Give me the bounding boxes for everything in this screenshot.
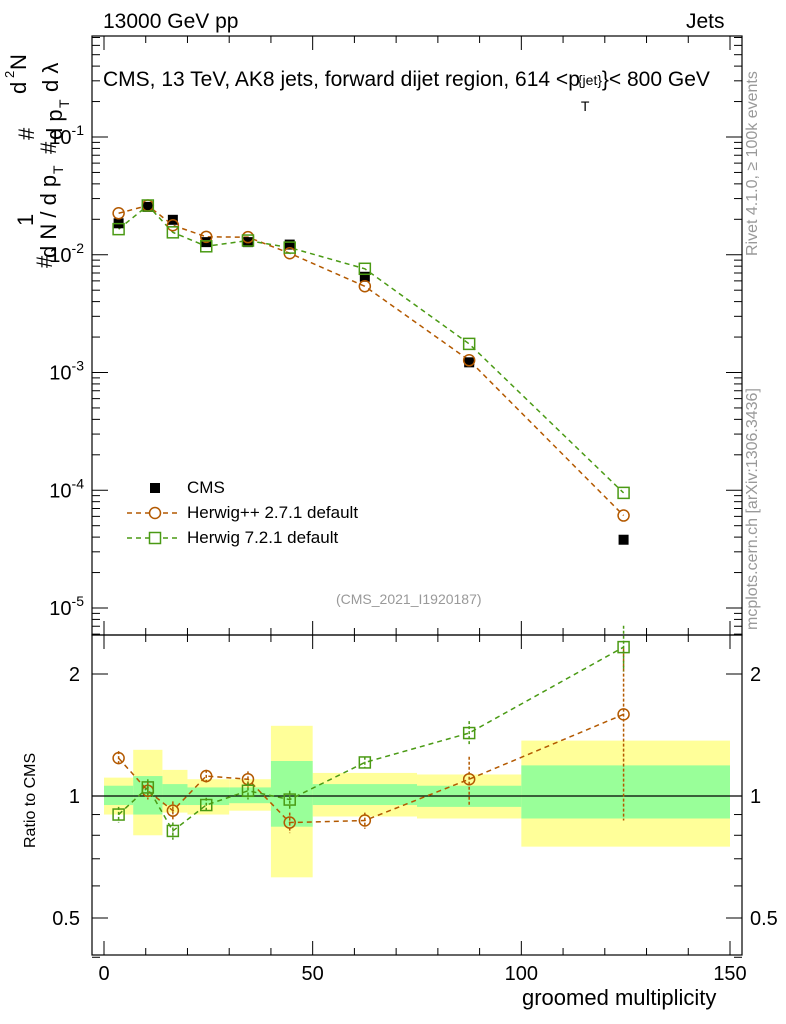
ratio-herwigpp-marker xyxy=(199,769,213,783)
ylabel-n: N xyxy=(6,54,31,70)
ylabel-two: 2 xyxy=(2,70,17,78)
legend-symbol-cms xyxy=(150,483,160,493)
herwigpp-marker xyxy=(617,509,630,522)
cms-marker xyxy=(464,357,475,368)
ratio-herwigpp-marker xyxy=(112,751,125,765)
plot-title: CMS, 13 TeV, AK8 jets, forward dijet reg… xyxy=(103,68,710,114)
y-tick-label-ratio-left: 1 xyxy=(69,786,80,808)
ratio-panel: 0 50 100 150 0.5 0.5 1 1 2 2 xyxy=(52,625,778,985)
ylabel-dlambda: d λ xyxy=(38,62,63,92)
ratio-herwigpp-marker xyxy=(462,772,476,786)
plot-title-sub: T xyxy=(580,98,590,114)
herwig7-marker xyxy=(241,234,255,247)
analysis-watermark: (CMS_2021_I1920187) xyxy=(336,591,482,607)
ylabel-d: d xyxy=(6,81,31,94)
y-tick-label-main: 10-5 xyxy=(49,593,84,620)
legend-label-cms: CMS xyxy=(187,478,225,497)
legend: CMS Herwig++ 2.7.1 default Herwig 7.2.1 … xyxy=(125,478,425,568)
ylabel-hash-3: # xyxy=(14,127,39,140)
y-tick-label-ratio-left: 2 xyxy=(69,664,80,686)
ylabel-hash-2: # xyxy=(36,141,61,154)
ratio-herwigpp-marker xyxy=(358,814,372,827)
herwig7-marker xyxy=(358,262,372,276)
x-tick-label: 50 xyxy=(302,963,324,985)
y-tick-label-ratio-right: 2 xyxy=(750,664,761,686)
y-tick-label-ratio-left: 0.5 xyxy=(52,908,80,930)
ratio-herwig7-marker xyxy=(283,793,296,806)
ylabel-t-sub-1: T xyxy=(50,165,66,174)
legend-symbol-herwigpp xyxy=(148,506,162,520)
x-axis-label: groomed multiplicity xyxy=(522,985,717,1010)
cms-marker xyxy=(284,239,295,250)
herwig7-marker xyxy=(112,222,125,236)
herwig7-marker xyxy=(462,337,476,351)
ratio-herwig7-marker xyxy=(358,756,372,769)
plot-title-sup: {jet} xyxy=(577,72,603,88)
y-tick-label-main: 10-1 xyxy=(49,122,84,149)
main-panel: 10-5 10-4 10-3 10-2 10-1 xyxy=(49,35,743,636)
herwigpp-marker xyxy=(358,280,372,293)
ylabel-dpt: d p xyxy=(42,109,67,140)
ylabel-t-sub-2: T xyxy=(56,99,72,108)
main-line-0 xyxy=(118,204,625,517)
y-tick-label-main: 10-2 xyxy=(49,240,84,267)
stat-band-2 xyxy=(162,784,188,806)
ratio-herwig7-marker xyxy=(141,781,155,794)
herwigpp-marker xyxy=(112,207,125,220)
y-tick-label-main: 10-4 xyxy=(49,475,84,502)
x-tick-label: 150 xyxy=(713,963,746,985)
plot-title-end: }< 800 GeV xyxy=(601,68,710,91)
mcplots-label: mcplots.cern.ch [arXiv:1306.3436] xyxy=(744,388,761,630)
herwig7-marker xyxy=(617,486,630,500)
ratio-line-1 xyxy=(118,646,624,833)
ylabel-dn-dpt: d N / d p xyxy=(36,174,61,258)
rivet-label: Rivet 4.1.0, ≥ 100k events xyxy=(744,71,761,256)
x-tick-label: 100 xyxy=(505,963,538,985)
stat-band-0 xyxy=(104,785,134,806)
stat-band-8 xyxy=(521,765,730,819)
herwig7-marker xyxy=(283,241,296,254)
y-tick-label-main: 10-3 xyxy=(49,358,84,385)
ratio-herwigpp-marker xyxy=(617,708,630,721)
plot-title-main: CMS, 13 TeV, AK8 jets, forward dijet reg… xyxy=(103,68,580,91)
ratio-herwig7-marker xyxy=(617,640,630,654)
ratio-frame xyxy=(91,634,743,956)
herwig7-marker xyxy=(166,226,180,239)
x-tick-label: 0 xyxy=(98,963,109,985)
y-tick-label-ratio-right: 0.5 xyxy=(750,908,778,930)
ratio-herwigpp-marker xyxy=(166,804,180,817)
herwigpp-marker xyxy=(462,354,476,367)
y-axis-label: # 1 d N / d p T # d p T # d 2 N d λ xyxy=(2,28,72,268)
herwig7-marker xyxy=(199,240,213,253)
ratio-herwigpp-marker xyxy=(283,816,296,829)
herwigpp-marker xyxy=(166,219,180,232)
category-label: Jets xyxy=(686,10,725,33)
ratio-y-label: Ratio to CMS xyxy=(22,752,39,848)
energy-label: 13000 GeV pp xyxy=(103,10,239,33)
stat-band-6 xyxy=(312,784,417,806)
ratio-herwig7-marker xyxy=(199,798,213,812)
ratio-herwig7-marker xyxy=(112,808,125,821)
ratio-herwig7-marker xyxy=(462,726,476,740)
cms-marker xyxy=(359,271,370,282)
legend-label-herwig7: Herwig 7.2.1 default xyxy=(187,528,339,547)
y-tick-label-ratio-right: 1 xyxy=(750,786,761,808)
ratio-herwig7-marker xyxy=(166,824,180,838)
herwigpp-marker xyxy=(199,230,213,244)
legend-symbol-herwig7 xyxy=(148,531,162,545)
cms-marker xyxy=(618,534,629,545)
ratio-herwig7-marker xyxy=(241,784,255,798)
cms-marker xyxy=(142,201,153,212)
legend-label-herwigpp: Herwig++ 2.7.1 default xyxy=(187,503,359,522)
main-line-1 xyxy=(118,204,625,494)
herwig7-marker xyxy=(141,199,155,212)
